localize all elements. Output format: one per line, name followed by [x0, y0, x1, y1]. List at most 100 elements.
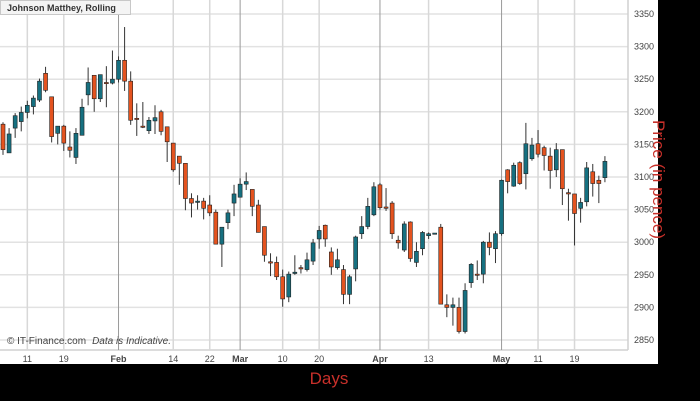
- chart-title: Johnson Matthey, Rolling: [0, 0, 131, 15]
- candle-body: [249, 189, 255, 207]
- candle: [408, 221, 413, 262]
- candle-body: [444, 304, 450, 308]
- candle: [280, 269, 285, 307]
- candles: [0, 27, 608, 334]
- candle: [249, 189, 255, 217]
- candle: [67, 131, 73, 158]
- candle: [104, 66, 109, 108]
- candle-body: [535, 143, 541, 155]
- candle: [535, 130, 541, 158]
- candle-body: [158, 111, 164, 132]
- candle: [18, 106, 24, 132]
- candle: [243, 172, 249, 191]
- candle: [529, 137, 535, 161]
- candle: [365, 197, 371, 230]
- candle: [602, 156, 608, 183]
- candle-body: [322, 224, 328, 240]
- candle-body: [468, 264, 474, 283]
- candle: [274, 256, 279, 281]
- candle: [97, 74, 103, 103]
- candle-body: [85, 82, 91, 96]
- x-tick-label: 19: [59, 354, 69, 364]
- candle: [183, 163, 188, 211]
- candle-body: [359, 226, 365, 235]
- candle-body: [602, 161, 608, 178]
- candle-body: [553, 149, 559, 171]
- candle-body: [371, 186, 377, 216]
- candle: [383, 188, 389, 211]
- candle: [420, 231, 425, 256]
- candle-body: [79, 106, 85, 136]
- candle-body: [383, 206, 389, 209]
- chart-background: [0, 0, 658, 364]
- candle-body: [529, 144, 535, 160]
- candle: [79, 98, 85, 136]
- candle-body: [523, 143, 529, 175]
- copyright: © IT-Finance.com: [7, 336, 87, 347]
- candle: [219, 226, 225, 267]
- candle-body: [12, 115, 18, 129]
- candle-body: [481, 241, 486, 275]
- candle: [377, 182, 383, 210]
- candle-body: [310, 242, 316, 262]
- candle: [152, 105, 158, 134]
- candle-body: [140, 125, 146, 128]
- candle: [12, 113, 18, 138]
- candle-body: [505, 169, 510, 182]
- candle-body: [183, 163, 188, 199]
- candle-body: [152, 117, 158, 122]
- candle: [286, 271, 292, 303]
- candle: [572, 193, 577, 246]
- candle: [578, 197, 583, 223]
- candle: [341, 265, 346, 305]
- candle-body: [329, 251, 334, 268]
- candle: [298, 265, 304, 274]
- candle-body: [280, 276, 285, 300]
- candle: [292, 255, 298, 275]
- candle: [61, 124, 67, 151]
- candle-body: [426, 233, 431, 236]
- candle-body: [6, 133, 12, 154]
- x-tick-label: Mar: [232, 354, 249, 364]
- candle-body: [170, 142, 176, 171]
- candle-body: [414, 251, 419, 263]
- candle-body: [164, 126, 170, 143]
- candle: [517, 161, 523, 185]
- candle: [128, 71, 133, 125]
- candle: [225, 209, 231, 230]
- candle: [49, 96, 54, 143]
- x-axis-title: Days: [309, 369, 349, 388]
- candle: [195, 195, 200, 210]
- candle-body: [177, 155, 182, 164]
- candle: [140, 102, 146, 129]
- candle: [389, 201, 395, 239]
- x-tick-label: 19: [570, 354, 580, 364]
- candle: [146, 117, 152, 134]
- candle-body: [237, 183, 243, 198]
- candle: [177, 155, 182, 185]
- candle: [438, 223, 444, 305]
- x-tick-label: 14: [168, 354, 178, 364]
- candle: [164, 126, 170, 163]
- candle: [359, 216, 365, 239]
- candle: [31, 95, 36, 115]
- candle: [158, 109, 164, 136]
- candle: [0, 122, 6, 155]
- candle-body: [578, 202, 583, 209]
- candle: [553, 143, 559, 177]
- candle-body: [292, 271, 298, 274]
- candle-body: [298, 267, 304, 270]
- candle-body: [499, 179, 504, 235]
- candle: [590, 163, 596, 197]
- y-tick-label: 3250: [634, 74, 654, 84]
- candle-body: [456, 307, 462, 332]
- candle-body: [262, 226, 267, 256]
- candle: [37, 78, 42, 103]
- candle-body: [335, 259, 340, 268]
- candle: [55, 125, 61, 145]
- candle-body: [25, 104, 30, 113]
- y-tick-label: 3300: [634, 42, 654, 52]
- candle-body: [0, 123, 6, 150]
- candle: [231, 184, 237, 217]
- candle: [468, 263, 474, 288]
